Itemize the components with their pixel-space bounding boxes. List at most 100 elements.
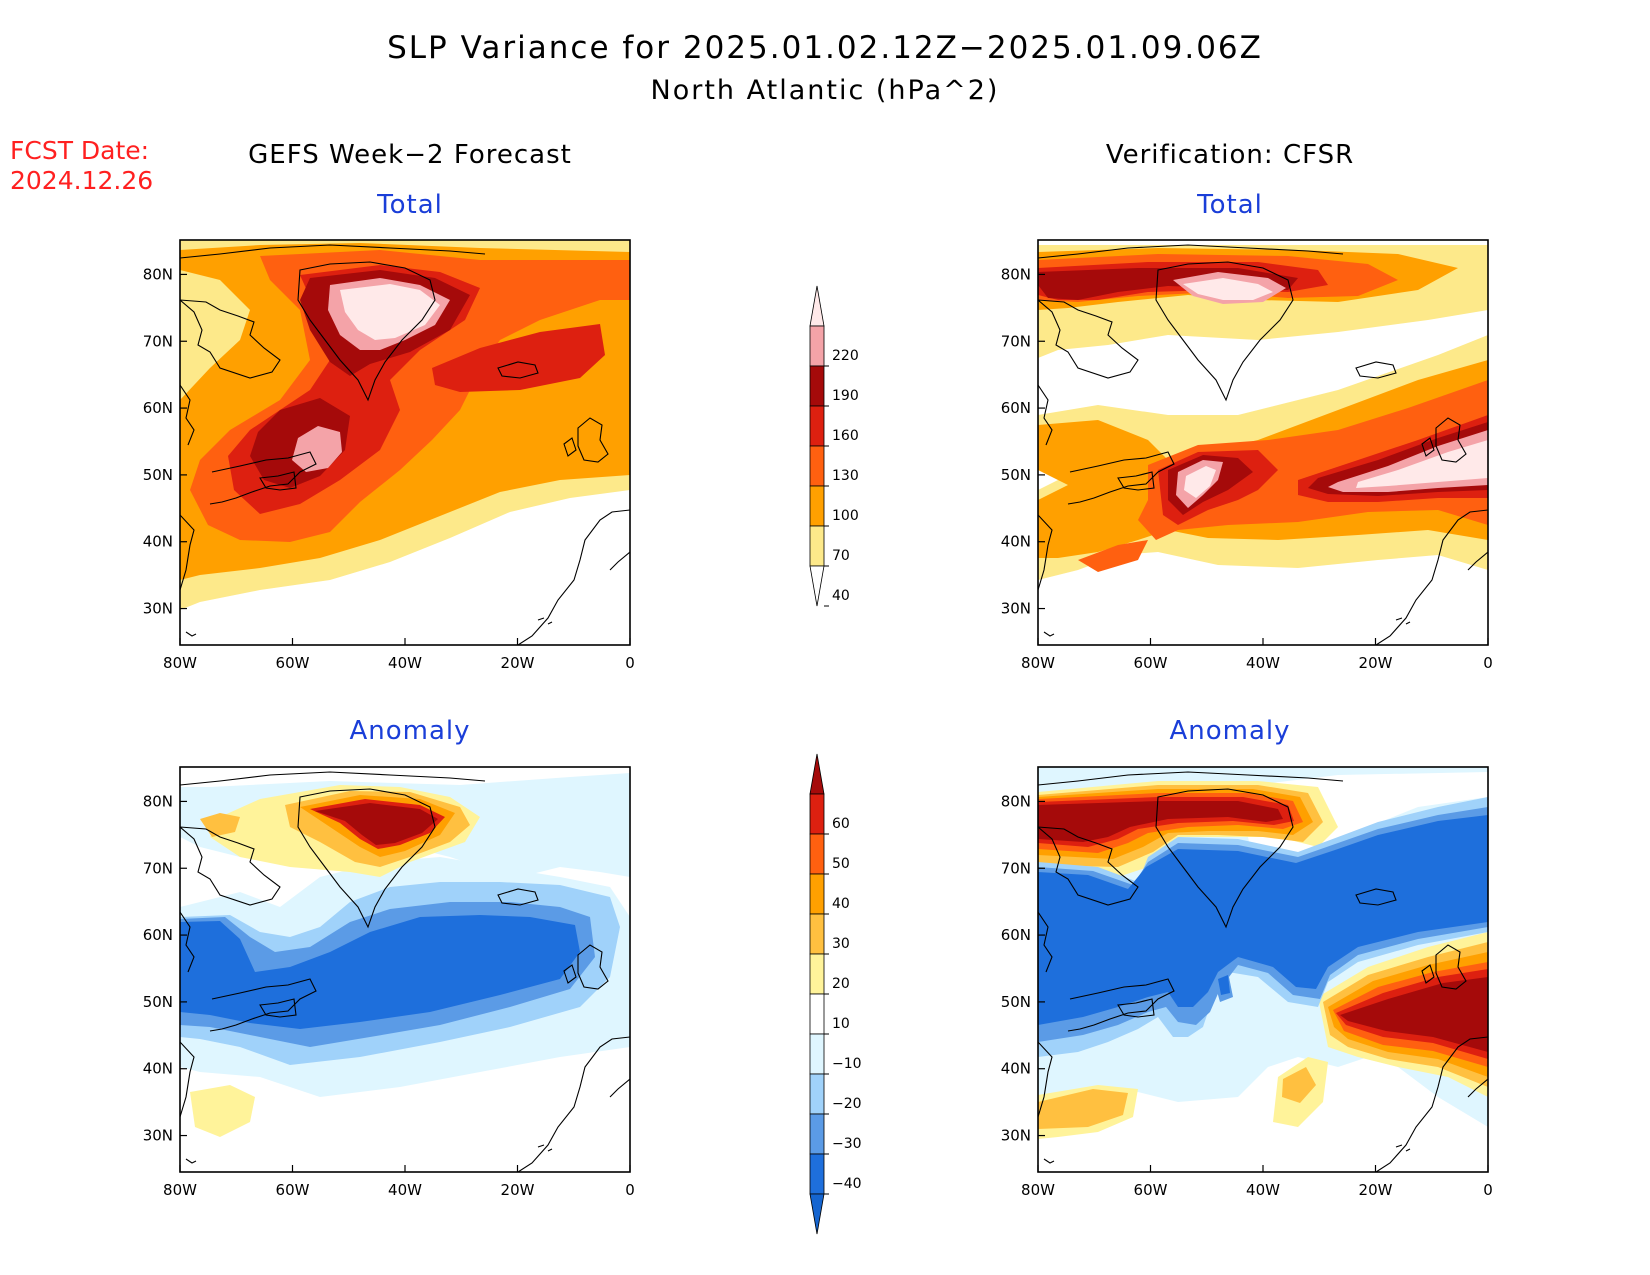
lat-tick-label: 80N [143,792,173,810]
colorbar-segment [809,833,825,875]
lat-tick-label: 40N [1001,533,1031,551]
colorbar-level-label: 100 [832,508,859,524]
fcst-total-title: Total [377,190,443,220]
colorbar-level-label: 70 [832,548,850,564]
lon-tick-label: 20W [1359,1181,1393,1199]
anomaly-colorbar: 60 50 40 30 20 10 −10 −20 −30 −40 [809,753,862,1235]
lat-tick-label: 70N [1001,859,1031,877]
fcst-date: FCST Date: 2024.12.26 [10,136,153,196]
figure-subtitle: North Atlantic (hPa^2) [650,75,1000,106]
fcst-anomaly-map [179,766,631,1173]
lat-tick-label: 30N [1001,1127,1031,1145]
lat-tick-label: 70N [1001,332,1031,350]
colorbar-level-label: 190 [832,388,859,404]
lon-tick-label: 20W [501,654,535,672]
lat-tick-label: 50N [1001,993,1031,1011]
colorbar-segment [809,325,825,367]
lat-tick-label: 60N [1001,399,1031,417]
lon-tick-label: 80W [1021,654,1055,672]
lat-tick-label: 70N [143,859,173,877]
lon-tick-label: 40W [388,1181,422,1199]
lon-tick-label: 0 [625,654,635,672]
colorbar-level-label: −10 [832,1056,862,1072]
lat-tick-label: 30N [143,1127,173,1145]
lon-tick-label: 80W [163,654,197,672]
lon-tick-label: 60W [276,654,310,672]
lat-tick-label: 80N [1001,265,1031,283]
lat-tick-label: 30N [1001,600,1031,618]
colorbar-segment [809,445,825,487]
lat-tick-label: 30N [143,600,173,618]
lat-tick-label: 80N [1001,792,1031,810]
fcst-date-value: 2024.12.26 [10,166,154,195]
lon-tick-label: 0 [1483,1181,1493,1199]
colorbar-top-arrow [809,285,825,327]
lon-tick-label: 20W [1359,654,1393,672]
lon-tick-label: 80W [163,1181,197,1199]
lat-tick-label: 50N [1001,466,1031,484]
lon-tick-label: 20W [501,1181,535,1199]
colorbar-segment [809,485,825,527]
colorbar-level-label: 30 [832,936,850,952]
colorbar-level-label: 60 [832,816,850,832]
colorbar-level-label: 40 [832,588,850,604]
colorbar-top-arrow [809,753,825,795]
colorbar-segment [809,365,825,407]
colorbar-segment [809,525,825,567]
colorbar-segment [809,913,825,955]
right-column-title: Verification: CFSR [1105,140,1355,170]
figure-title: SLP Variance for 2025.01.02.12Z−2025.01.… [387,30,1263,66]
total-colorbar: 220 190 160 130 100 70 40 [809,285,859,607]
lat-tick-label: 60N [1001,926,1031,944]
lat-tick-label: 50N [143,466,173,484]
lon-tick-label: 80W [1021,1181,1055,1199]
colorbar-segment [809,405,825,447]
colorbar-level-label: 130 [832,468,859,484]
colorbar-level-label: 50 [832,856,850,872]
fcst-anomaly-title: Anomaly [349,716,471,746]
lat-tick-label: 40N [1001,1060,1031,1078]
lat-tick-label: 70N [143,332,173,350]
obs-total-title: Total [1197,190,1263,220]
obs-anomaly-map [1037,766,1489,1173]
lon-tick-label: 0 [1483,654,1493,672]
lon-tick-label: 60W [1134,654,1168,672]
colorbar-level-label: 10 [832,1016,850,1032]
obs-anomaly-title: Anomaly [1169,716,1291,746]
fcst-date-label: FCST Date: [10,136,150,165]
obs-total-map [1037,239,1489,646]
colorbar-segment [809,793,825,835]
colorbar-level-label: 160 [832,428,859,444]
lon-tick-label: 40W [1246,1181,1280,1199]
colorbar-level-label: 40 [832,896,850,912]
colorbar-level-label: −40 [832,1176,862,1192]
colorbar-level-label: 220 [832,348,859,364]
colorbar-segment [809,993,825,1035]
lon-tick-label: 60W [276,1181,310,1199]
fcst-total-map [179,239,631,646]
lon-tick-label: 40W [1246,654,1280,672]
left-column-title: GEFS Week−2 Forecast [248,140,572,170]
colorbar-segment [809,1033,825,1075]
colorbar-segment [809,1113,825,1155]
colorbar-level-label: −20 [832,1096,862,1112]
lat-tick-label: 60N [143,926,173,944]
colorbar-level-label: −30 [832,1136,862,1152]
colorbar-level-label: 20 [832,976,850,992]
colorbar-segment [809,953,825,995]
colorbar-segment [809,1073,825,1115]
lon-tick-label: 40W [388,654,422,672]
lat-tick-label: 40N [143,1060,173,1078]
axes-layer: 80N 70N 60N 50N 40N 30N 80W 60W 40W 20W 0 80N 70N 60N… [143,265,1493,1199]
colorbar-bottom-arrow [809,1193,825,1235]
lon-tick-label: 60W [1134,1181,1168,1199]
lat-tick-label: 60N [143,399,173,417]
lon-tick-label: 0 [625,1181,635,1199]
colorbar-segment [809,1153,825,1195]
lat-tick-label: 50N [143,993,173,1011]
colorbar-segment [809,873,825,915]
lat-tick-label: 80N [143,265,173,283]
colorbar-bottom-arrow [809,565,825,607]
lat-tick-label: 40N [143,533,173,551]
